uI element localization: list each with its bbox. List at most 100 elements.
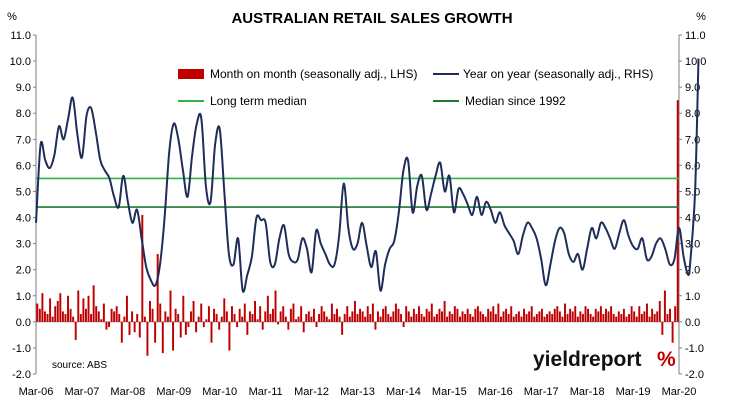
mom-bar <box>576 316 579 322</box>
mom-bar <box>72 316 75 322</box>
mom-bar <box>461 311 464 322</box>
mom-bar <box>266 295 269 322</box>
mom-bar <box>479 311 482 322</box>
chart-title: AUSTRALIAN RETAIL SALES GROWTH <box>231 10 512 27</box>
mom-bar <box>605 308 607 322</box>
mom-bar <box>446 316 449 322</box>
mom-bar <box>74 321 77 341</box>
right-tick-label: 10.0 <box>685 56 706 68</box>
mom-bar <box>366 306 369 322</box>
mom-bar <box>205 319 208 322</box>
mom-bar <box>364 316 367 322</box>
mom-bar <box>279 311 282 322</box>
mom-bar <box>653 314 656 322</box>
mom-bar <box>338 316 341 322</box>
mom-bar <box>123 316 126 322</box>
x-tick-label: Mar-13 <box>340 386 375 398</box>
mom-bar <box>412 308 415 322</box>
mom-bar <box>625 316 628 322</box>
mom-bar <box>138 321 141 338</box>
mom-bar <box>535 314 538 322</box>
left-tick-label: 8.0 <box>16 108 31 120</box>
mom-bar <box>663 290 666 322</box>
left-tick-label: 9.0 <box>16 82 31 94</box>
mom-bar <box>525 314 528 322</box>
x-tick-label: Mar-19 <box>616 386 651 398</box>
mom-bar <box>179 321 182 338</box>
yoy-line-group <box>35 58 700 293</box>
mom-bar <box>164 311 167 322</box>
mom-bar <box>505 308 508 322</box>
left-tick-label: 5.0 <box>16 186 31 198</box>
mom-bar <box>497 303 500 322</box>
right-tick-label: 1.0 <box>685 291 700 303</box>
mom-bar <box>379 316 382 322</box>
mom-bar <box>648 316 651 322</box>
mom-bar <box>353 300 356 322</box>
source-note: source: ABS <box>52 360 107 371</box>
x-tick-label: Mar-16 <box>478 386 513 398</box>
mom-bar <box>551 314 554 322</box>
mom-bar <box>494 314 497 322</box>
mom-bar <box>302 321 305 333</box>
mom-bar <box>523 308 525 322</box>
mom-bar <box>658 300 661 322</box>
mom-bar <box>377 311 379 322</box>
mom-bar <box>430 303 433 322</box>
mom-bar <box>220 316 223 322</box>
mom-bar <box>638 306 641 322</box>
mom-bar <box>200 303 203 322</box>
mom-bar <box>492 306 495 322</box>
mom-bar <box>343 314 346 322</box>
mom-bar <box>169 290 172 322</box>
mom-bar <box>356 314 359 322</box>
mom-bar <box>574 306 577 322</box>
mom-bar <box>540 308 543 322</box>
mom-bar <box>587 308 590 322</box>
mom-bar <box>515 314 518 322</box>
x-tick-label: Mar-20 <box>662 386 697 398</box>
mom-bar <box>190 311 192 322</box>
mom-bar <box>453 306 456 322</box>
legend: Month on month (seasonally adj., LHS) Ye… <box>178 67 653 108</box>
mom-bar <box>389 316 392 322</box>
left-tick-label: 4.0 <box>16 213 31 225</box>
mom-bar <box>231 306 233 322</box>
mom-bar <box>451 314 454 322</box>
mom-bar <box>543 316 546 322</box>
left-tick-label: -1.0 <box>12 343 31 355</box>
mom-bar <box>271 308 274 322</box>
mom-bar <box>269 314 272 322</box>
mom-bar <box>371 303 374 322</box>
mom-bar <box>594 308 597 322</box>
mom-bar <box>315 321 318 328</box>
mom-bar <box>97 311 100 322</box>
mom-bar <box>264 311 267 322</box>
mom-bar <box>489 311 492 322</box>
left-tick-label: 3.0 <box>16 239 31 251</box>
mom-bar <box>336 308 338 322</box>
mom-bar <box>143 316 146 322</box>
mom-bar <box>238 308 241 322</box>
mom-bar <box>448 311 451 322</box>
mom-bar <box>41 293 44 322</box>
mom-bar <box>151 308 154 322</box>
median-lines <box>36 177 679 208</box>
mom-bar <box>77 290 80 322</box>
legend-label-long-term-median: Long term median <box>210 94 307 108</box>
mom-bar <box>320 306 323 322</box>
mom-bar <box>236 321 239 328</box>
mom-bar <box>346 306 349 322</box>
plot-axes <box>35 35 680 374</box>
mom-bar <box>149 300 151 322</box>
mom-bar <box>558 311 561 322</box>
brand-text: yieldreport <box>533 348 642 371</box>
right-tick-label: 0.0 <box>685 317 700 329</box>
mom-bar <box>36 303 39 322</box>
mom-bar <box>428 311 431 322</box>
brand-logo: yieldreport % <box>533 348 676 371</box>
right-tick-label: -1.0 <box>685 343 704 355</box>
mom-bar <box>161 321 164 354</box>
mom-bar <box>476 306 479 322</box>
mom-bar <box>341 321 344 335</box>
